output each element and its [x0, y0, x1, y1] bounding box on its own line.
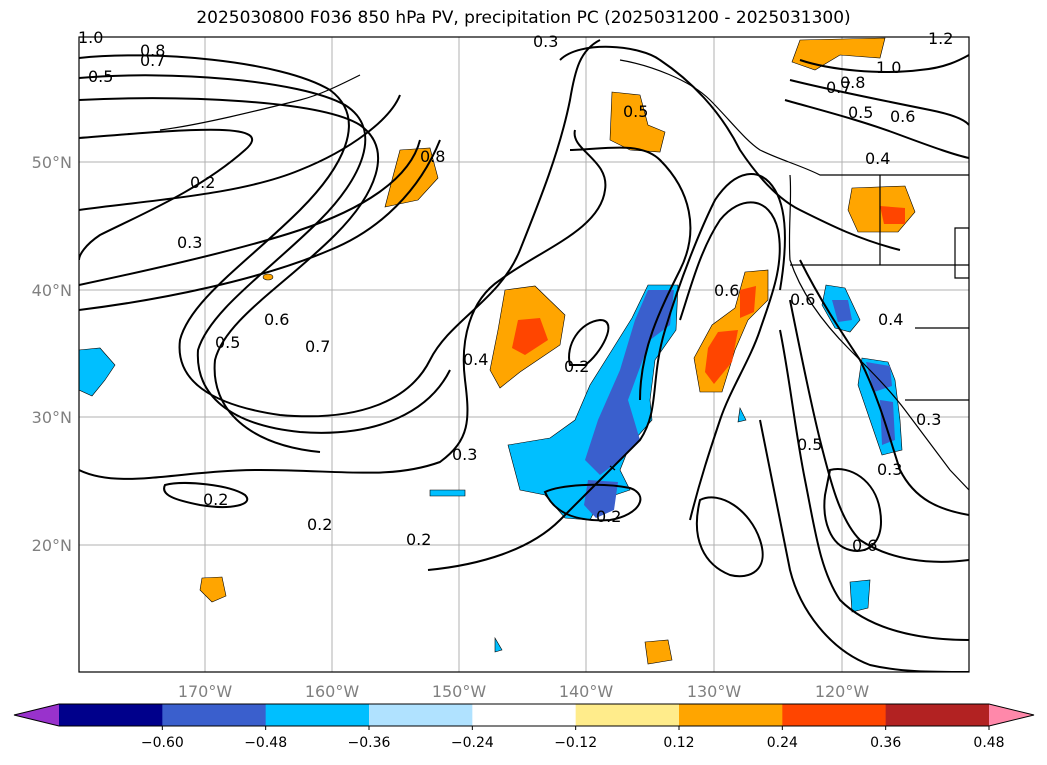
colorbar-box [59, 704, 163, 726]
colorbar-tick-label: 0.12 [663, 735, 694, 751]
contour-label: 0.3 [877, 460, 902, 479]
contour-label: 0.5 [623, 102, 648, 121]
contour-label: 0.4 [463, 350, 488, 369]
colorbar-tick-label: −0.24 [451, 735, 494, 751]
contour-label: 0.4 [865, 149, 890, 168]
contour-label: 0.3 [916, 410, 941, 429]
contour-labels: 1.0 0.8 0.7 0.5 0.2 0.3 0.8 0.5 0.6 0.7 … [78, 28, 953, 555]
contour-label: 0.2 [190, 173, 215, 192]
colorbar-box [162, 704, 267, 726]
contour-label: 0.3 [452, 445, 477, 464]
map-title: 2025030800 F036 850 hPa PV, precipitatio… [196, 8, 851, 28]
colorbar: −0.60 −0.48 −0.36 −0.24 −0.12 0.12 0.24 0.36 0.4… [13, 703, 1035, 751]
contour-label: 0.6 [790, 290, 815, 309]
lon-label: 170°W [178, 682, 233, 701]
contour-label: 0.3 [533, 32, 558, 51]
colorbar-box [885, 704, 990, 726]
contour-label: 0.7 [826, 78, 851, 97]
colorbar-box [369, 704, 473, 726]
contour-label: 0.7 [305, 337, 330, 356]
contour-label: 0.8 [420, 147, 445, 166]
contour-label: 0.2 [307, 515, 332, 534]
contour-label: 0.8 [140, 41, 165, 60]
contour-label: 1.2 [928, 29, 953, 48]
contour-label: 0.6 [714, 281, 739, 300]
contour-label: 0.5 [797, 435, 822, 454]
contour-label: 0.2 [203, 490, 228, 509]
colorbar-tick-label: −0.36 [348, 735, 391, 751]
pv-contours [79, 39, 969, 672]
lon-label: 160°W [305, 682, 360, 701]
colorbar-boxes [59, 704, 990, 726]
colorbar-box [782, 704, 887, 726]
contour-label: 0.6 [852, 536, 877, 555]
lat-label: 40°N [32, 281, 72, 300]
colorbar-ticks: −0.60 −0.48 −0.36 −0.24 −0.12 0.12 0.24 0.36 0.4… [141, 726, 1005, 751]
lon-label: 130°W [687, 682, 742, 701]
contour-label: 0.4 [878, 310, 903, 329]
contour-label: 0.6 [264, 310, 289, 329]
contour-label: 0.6 [890, 107, 915, 126]
contour-label: 0.5 [88, 67, 113, 86]
colorbar-tick-label: −0.48 [244, 735, 287, 751]
lon-label: 140°W [559, 682, 614, 701]
lon-label: 150°W [432, 682, 487, 701]
colorbar-tick-label: −0.12 [554, 735, 597, 751]
contour-label: 0.7 [140, 51, 165, 70]
colorbar-tick-label: 0.48 [973, 735, 1004, 751]
colorbar-tick-label: 0.36 [870, 735, 901, 751]
colorbar-tick-label: 0.24 [767, 735, 798, 751]
contour-label: 0.2 [596, 507, 621, 526]
coastlines [159, 59, 969, 491]
lat-label: 30°N [32, 408, 72, 427]
plot-frame [78, 36, 970, 673]
colorbar-box [679, 704, 783, 726]
contour-label: 1.0 [876, 58, 901, 77]
lon-label: 120°W [815, 682, 870, 701]
colorbar-box [472, 704, 577, 726]
longitude-labels: 170°W 160°W 150°W 140°W 130°W 120°W [178, 682, 870, 701]
latitude-labels: 50°N 40°N 30°N 20°N [32, 153, 72, 555]
colorbar-arrow-max [989, 704, 1034, 726]
contour-label: 0.3 [177, 233, 202, 252]
contour-label: 1.0 [78, 28, 103, 47]
colorbar-box [265, 704, 370, 726]
colorbar-box [575, 704, 680, 726]
colorbar-tick-label: −0.60 [141, 735, 184, 751]
colorbar-arrow-min [14, 704, 59, 726]
contour-label: 0.2 [564, 357, 589, 376]
contour-label: 0.5 [215, 333, 240, 352]
precip-positive-areas [199, 37, 916, 665]
contour-label: 0.2 [406, 530, 431, 549]
contour-label: 0.8 [840, 73, 865, 92]
contour-label: 0.5 [848, 103, 873, 122]
lat-label: 50°N [32, 153, 72, 172]
lat-label: 20°N [32, 536, 72, 555]
